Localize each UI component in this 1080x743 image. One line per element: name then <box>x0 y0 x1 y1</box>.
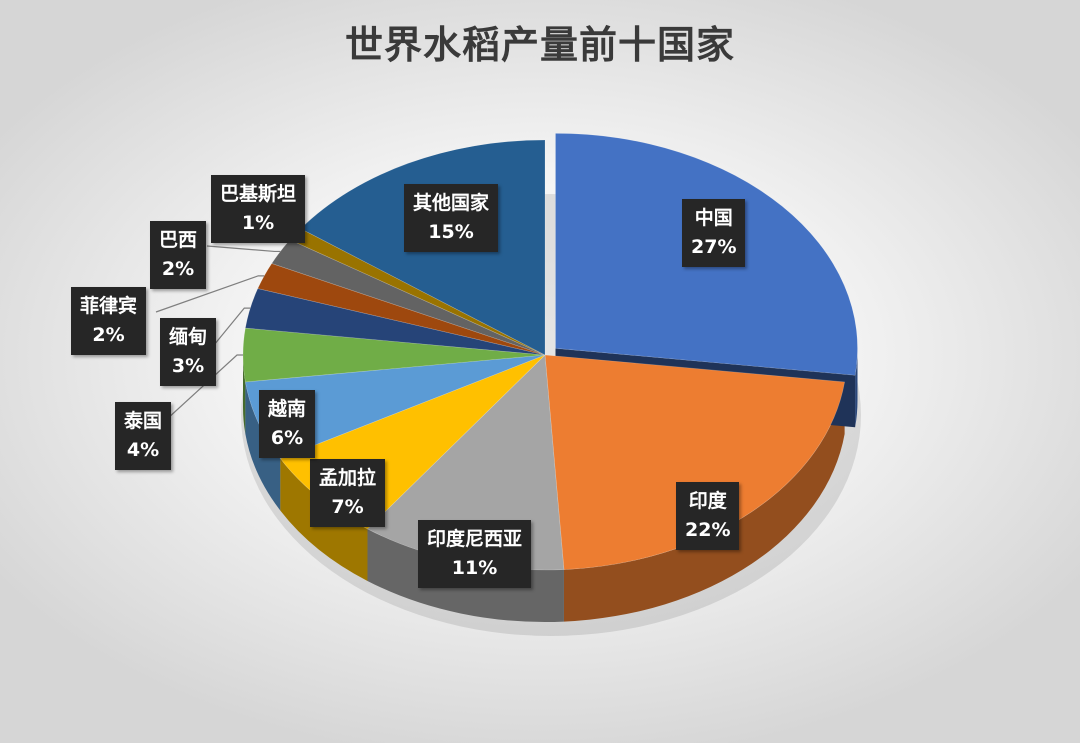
data-label: 越南 6% <box>259 390 316 458</box>
data-label-value: 27% <box>691 236 737 258</box>
data-label-name: 越南 <box>268 398 307 420</box>
data-label: 菲律宾 2% <box>71 287 147 355</box>
data-label-value: 4% <box>126 439 160 461</box>
data-label-name: 印度尼西亚 <box>427 528 523 550</box>
slice-1-side <box>563 381 845 622</box>
data-label-name: 巴西 <box>159 229 198 251</box>
data-label-name: 巴基斯坦 <box>220 183 297 205</box>
data-label-name: 菲律宾 <box>80 295 138 317</box>
data-label-value: 2% <box>161 258 195 280</box>
data-label: 缅甸 3% <box>160 318 217 386</box>
data-label-value: 1% <box>241 212 275 234</box>
data-label: 印度尼西亚 11% <box>418 520 532 588</box>
data-label-name: 印度 <box>688 490 727 512</box>
data-label-name: 缅甸 <box>169 326 208 348</box>
slice-1-wedge <box>544 354 845 570</box>
data-label-value: 7% <box>331 496 364 518</box>
data-label: 中国 27% <box>682 199 746 267</box>
data-label: 孟加拉 7% <box>310 459 386 527</box>
data-label-value: 2% <box>92 324 125 346</box>
data-label: 其他国家 15% <box>404 184 499 252</box>
data-label: 印度 22% <box>676 482 740 550</box>
chart-title: 世界水稻产量前十国家 <box>344 23 735 67</box>
data-label-value: 11% <box>451 557 498 579</box>
data-label-value: 15% <box>428 221 474 243</box>
leader-lines <box>154 233 301 431</box>
data-label-value: 22% <box>685 519 731 541</box>
data-label-name: 泰国 <box>124 410 163 432</box>
leader-line <box>213 307 251 346</box>
data-label: 巴基斯坦 1% <box>211 175 306 243</box>
data-label: 泰国 4% <box>115 402 172 470</box>
slice-4-wedge <box>245 354 546 459</box>
data-label: 巴西 2% <box>150 221 207 289</box>
data-label-name: 中国 <box>694 207 733 229</box>
data-label-name: 孟加拉 <box>319 467 377 489</box>
leader-line <box>206 245 281 253</box>
slice-5-side <box>243 355 246 434</box>
data-label-value: 3% <box>171 355 205 377</box>
data-label-name: 其他国家 <box>413 192 490 214</box>
leader-line <box>155 275 265 313</box>
data-label-value: 6% <box>270 427 304 449</box>
slice-0-side <box>855 348 858 428</box>
leader-line <box>154 354 243 431</box>
